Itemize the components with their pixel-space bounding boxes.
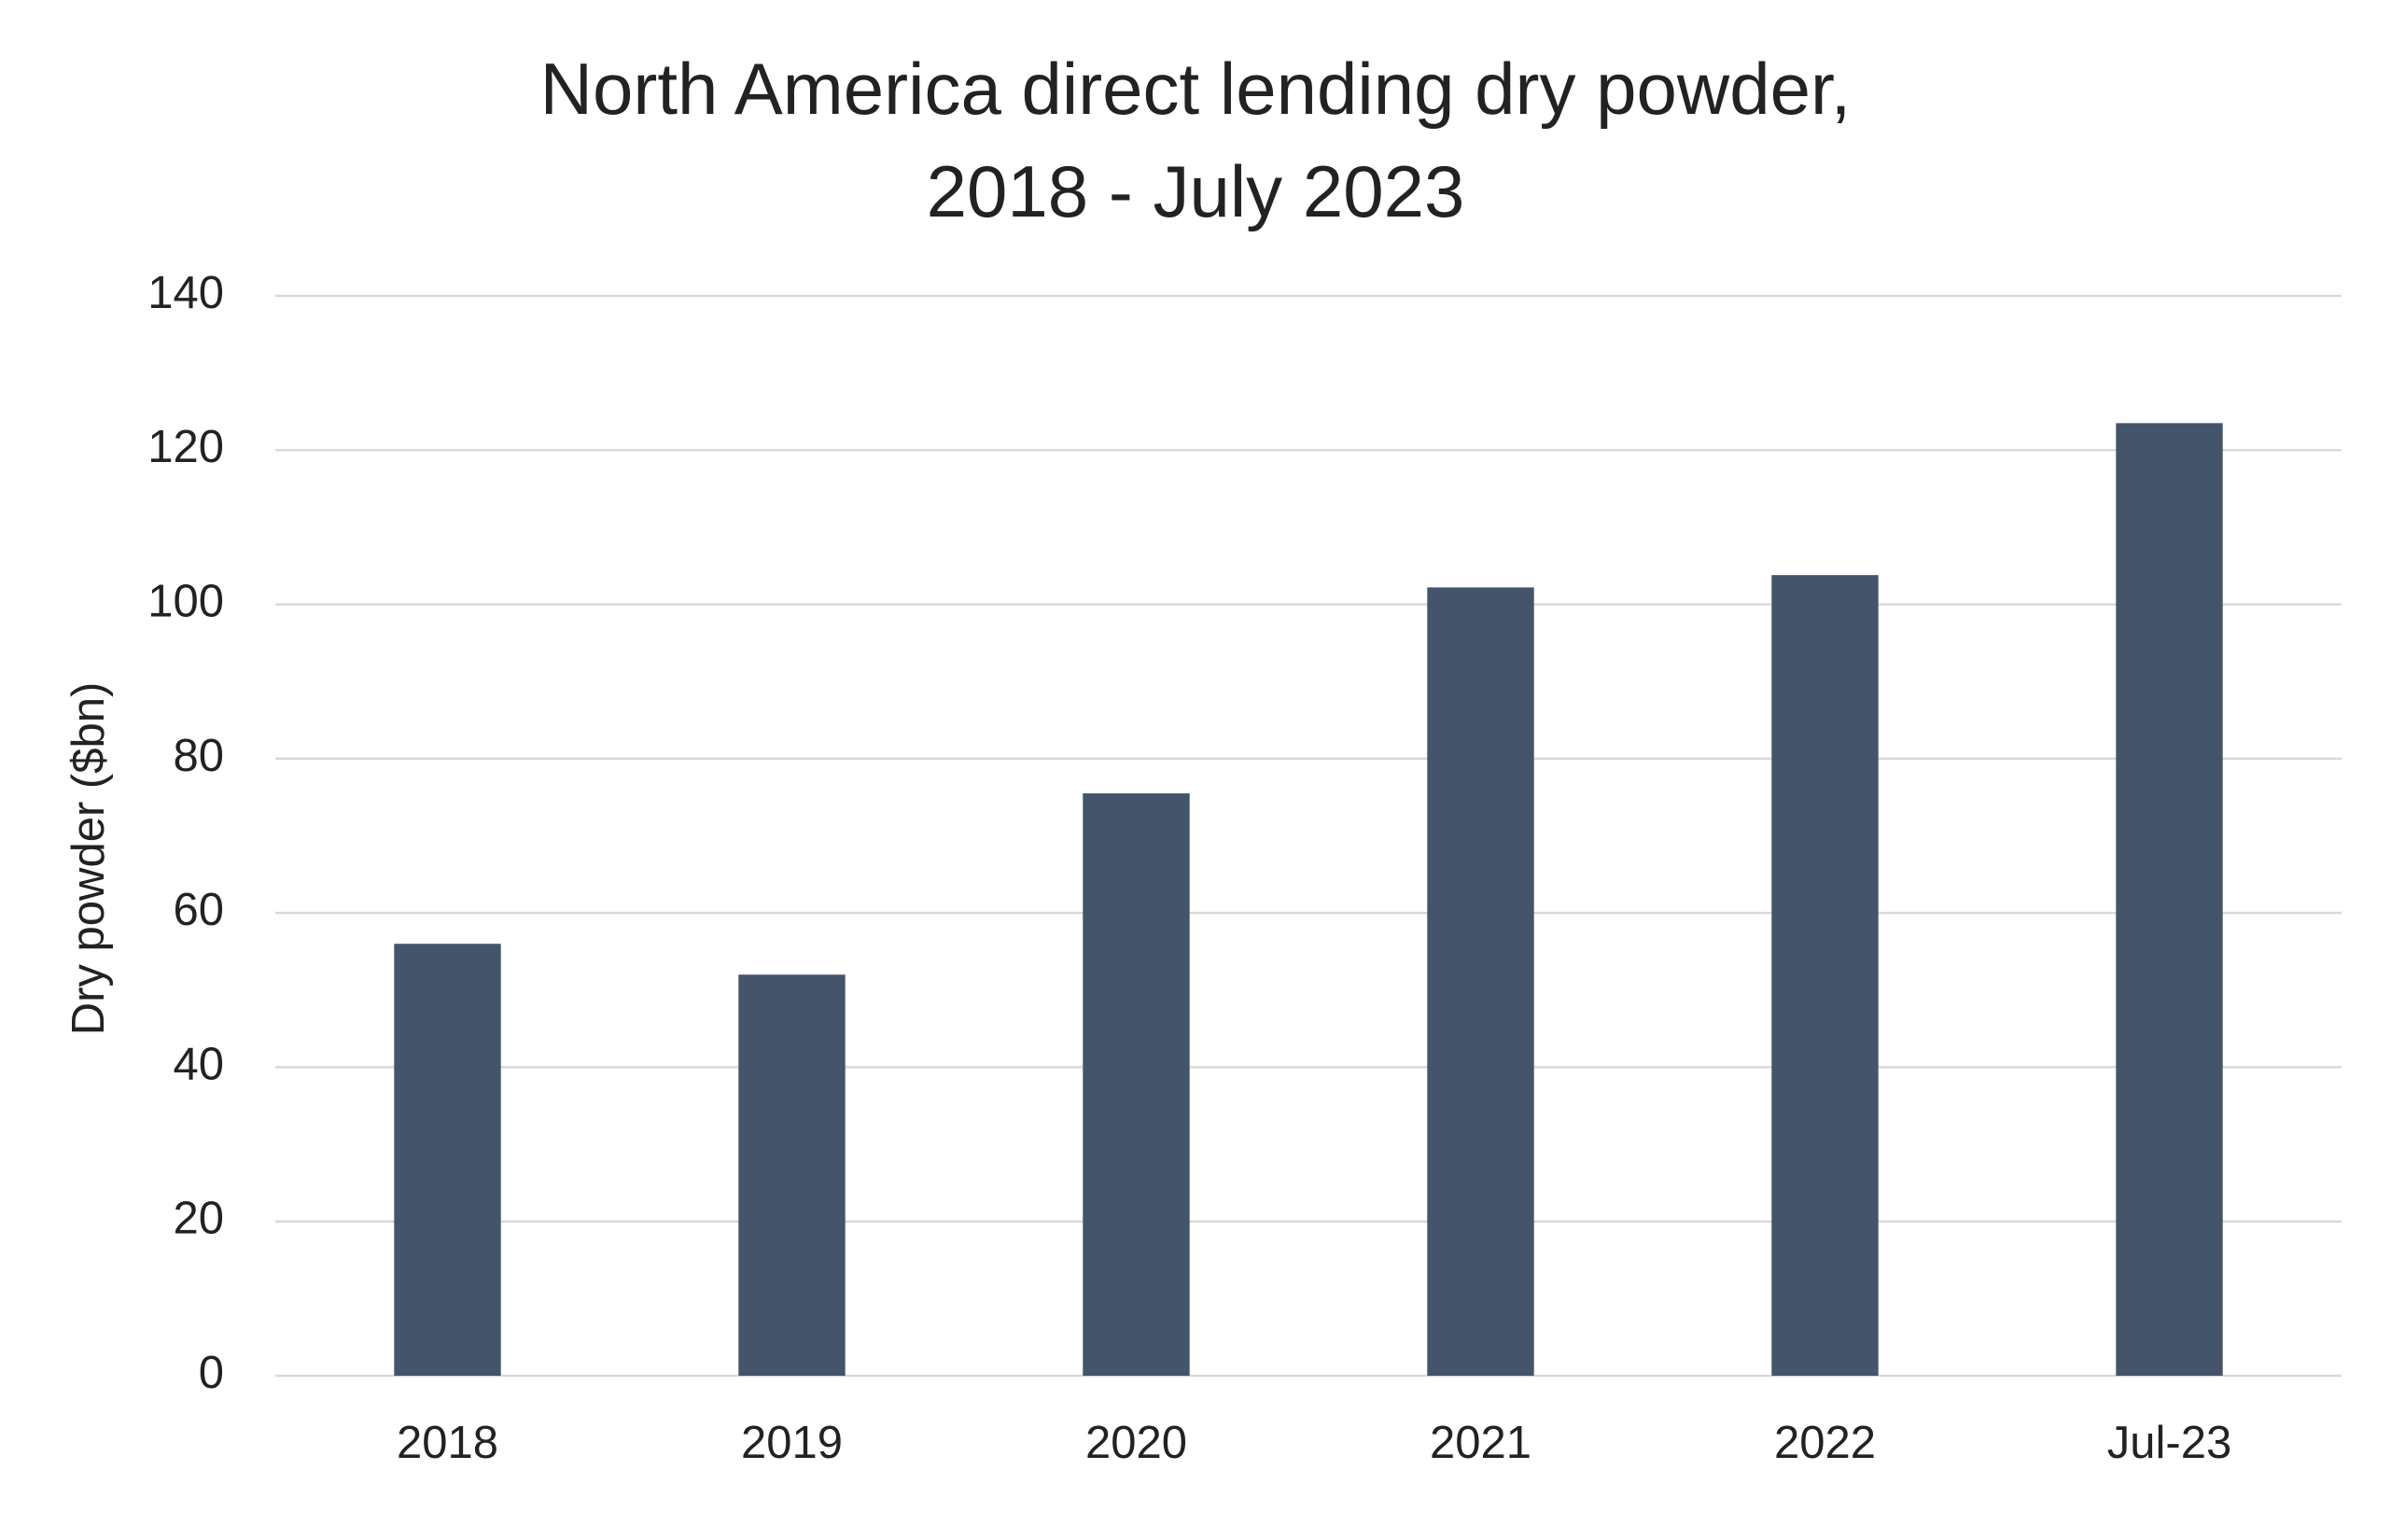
chart-title: North America direct lending dry powder,… (539, 48, 1852, 232)
bar (1083, 793, 1190, 1376)
x-tick-label: 2018 (397, 1418, 498, 1468)
bar (2116, 423, 2223, 1376)
x-tick-label: 2022 (1774, 1418, 1876, 1468)
y-tick-label: 20 (173, 1194, 224, 1244)
y-tick-label: 140 (147, 268, 224, 318)
x-tick-label: 2020 (1085, 1418, 1187, 1468)
x-tick-label: 2019 (741, 1418, 843, 1468)
y-tick-label: 0 (199, 1348, 224, 1398)
x-tick-label: Jul-23 (2107, 1418, 2231, 1468)
bar (394, 944, 501, 1376)
y-tick-label: 60 (173, 885, 224, 935)
y-tick-label: 100 (147, 577, 224, 627)
bar (1771, 575, 1879, 1376)
bar (1427, 587, 1534, 1376)
x-tick-label: 2021 (1430, 1418, 1531, 1468)
bar (738, 974, 846, 1376)
y-axis-label: Dry powder ($bn) (63, 682, 114, 1036)
y-tick-label: 40 (173, 1039, 224, 1089)
y-tick-label: 120 (147, 422, 224, 472)
y-tick-label: 80 (173, 731, 224, 781)
